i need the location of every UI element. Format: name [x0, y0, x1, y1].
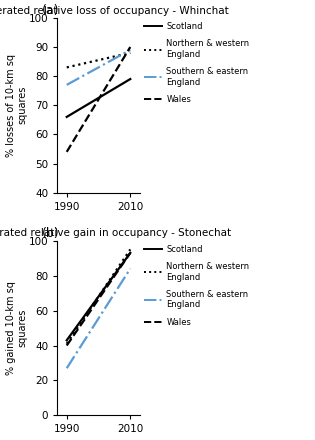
Y-axis label: % losses of 10-km sq
squares: % losses of 10-km sq squares — [6, 54, 27, 157]
Title: Accelerated relative gain in occupancy - Stonechat: Accelerated relative gain in occupancy -… — [0, 228, 232, 238]
Text: (b): (b) — [42, 227, 60, 240]
Y-axis label: % gained 10-km sq
squares: % gained 10-km sq squares — [6, 281, 27, 375]
Title: Accelerated relative loss of occupancy - Whinchat: Accelerated relative loss of occupancy -… — [0, 6, 229, 16]
Legend: Scotland, Northern & western
England, Southern & eastern
England, Wales: Scotland, Northern & western England, So… — [144, 245, 249, 326]
Text: (a): (a) — [42, 4, 60, 17]
Legend: Scotland, Northern & western
England, Southern & eastern
England, Wales: Scotland, Northern & western England, So… — [144, 22, 249, 104]
